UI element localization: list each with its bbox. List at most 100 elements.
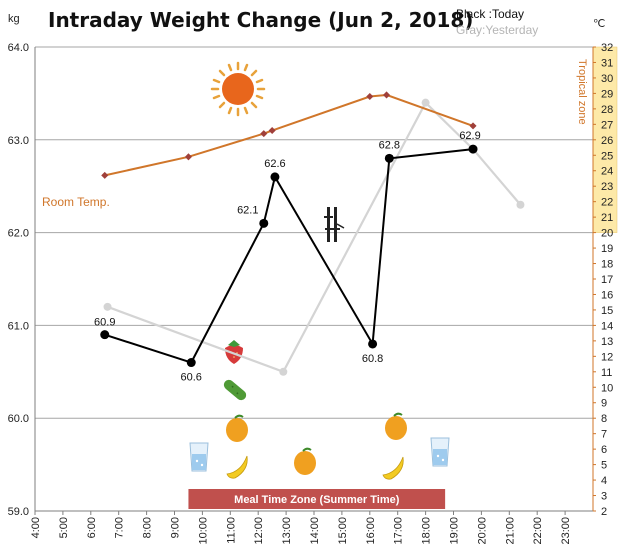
x-tick-label: 23:00 [560, 517, 572, 545]
y-right-tick-label: 16 [601, 289, 613, 301]
bamboo-icon [324, 207, 345, 242]
x-tick-label: 16:00 [365, 517, 377, 545]
y-right-tick-label: 32 [601, 42, 613, 54]
y-left-tick-label: 60.0 [8, 413, 29, 425]
x-tick-label: 22:00 [532, 517, 544, 545]
today-point [384, 153, 394, 163]
y-left-tick-label: 61.0 [8, 320, 29, 332]
x-tick-label: 11:00 [225, 517, 237, 544]
y-right-tick-label: 25 [601, 150, 613, 162]
today-point [270, 172, 280, 182]
room-temp-point [469, 122, 477, 130]
y-right-tick-label: 2 [601, 506, 607, 518]
yesterday-point [421, 98, 430, 107]
x-tick-label: 19:00 [449, 517, 461, 545]
y-right-tick-label: 9 [601, 398, 607, 410]
sun-icon [210, 61, 266, 117]
chart-title: Intraday Weight Change (Jun 2, 2018) [48, 8, 473, 32]
y-right-tick-label: 21 [601, 212, 613, 224]
room-temp-point [366, 92, 374, 101]
data-label: 62.8 [379, 139, 400, 151]
mango-icon [385, 412, 407, 440]
y-right-tick-label: 18 [601, 259, 613, 271]
yesterday-point [516, 200, 525, 209]
room-temp-point [101, 171, 109, 179]
y-right-tick-label: 7 [601, 429, 607, 441]
y-right-tick-label: 15 [601, 305, 613, 317]
y-right-unit: ℃ [593, 18, 605, 30]
x-tick-label: 15:00 [337, 517, 349, 545]
meal-time-zone-label: Meal Time Zone (Summer Time) [234, 494, 400, 506]
y-right-tick-label: 12 [601, 351, 613, 363]
y-right-axis: 2345678910111213141516171819202122232425… [593, 42, 613, 518]
y-left-tick-label: 59.0 [8, 506, 29, 518]
room-temp-point [268, 126, 276, 135]
x-tick-label: 20:00 [476, 517, 488, 545]
y-right-tick-label: 10 [601, 382, 613, 394]
y-right-tick-label: 24 [601, 166, 613, 178]
room-temp-label: Room Temp. [42, 195, 110, 209]
y-right-tick-label: 19 [601, 243, 613, 255]
legend-yesterday: Gray:Yesterday [456, 23, 538, 37]
y-right-tick-label: 22 [601, 197, 613, 209]
x-tick-label: 14:00 [309, 517, 321, 545]
y-right-tick-label: 28 [601, 104, 613, 116]
y-right-tick-label: 30 [601, 73, 613, 85]
data-label: 60.8 [362, 353, 383, 365]
mango-icon [226, 414, 248, 442]
y-left-unit: kg [8, 13, 20, 25]
x-tick-label: 21:00 [504, 517, 516, 545]
data-labels: 60.9 60.6 62.1 62.6 60.8 62.8 62.9 [94, 130, 481, 383]
series-today [100, 144, 478, 368]
data-label: 62.6 [264, 158, 285, 170]
gridlines [35, 46, 593, 512]
y-left-tick-label: 62.0 [8, 228, 29, 240]
y-left-tick-label: 63.0 [8, 135, 29, 147]
y-right-tick-label: 5 [601, 460, 607, 472]
data-label: 62.1 [237, 204, 258, 216]
series-room-temp [101, 91, 477, 179]
tropical-zone-band [592, 46, 618, 233]
x-tick-label: 10:00 [197, 517, 209, 545]
today-point [368, 339, 378, 349]
x-axis: 4:00 5:00 6:00 7:00 8:00 9:00 10:00 11:00 12:00 1… [30, 511, 572, 545]
yesterday-point [279, 367, 288, 376]
y-left-tick-label: 64.0 [8, 42, 29, 54]
water-glass-icon [430, 437, 450, 467]
banana-icon [226, 455, 248, 479]
y-right-tick-label: 31 [601, 57, 613, 69]
y-right-tick-label: 29 [601, 88, 613, 100]
y-right-tick-label: 26 [601, 135, 613, 147]
y-right-tick-label: 27 [601, 119, 613, 131]
x-tick-label: 17:00 [393, 517, 405, 545]
x-tick-label: 9:00 [170, 517, 182, 538]
x-tick-label: 13:00 [281, 517, 293, 545]
legend-today: Black :Today [456, 7, 524, 21]
svg-text:Tropical zone: Tropical zone [576, 59, 588, 125]
room-temp-point [383, 91, 391, 99]
today-point [468, 144, 478, 154]
yesterday-point [103, 302, 112, 311]
room-temp-point [260, 130, 268, 138]
meal-time-zone-bar [188, 489, 446, 509]
y-right-tick-label: 4 [601, 475, 607, 487]
y-right-tick-label: 17 [601, 274, 613, 286]
y-right-tick-label: 13 [601, 336, 613, 348]
today-point [100, 330, 110, 340]
cucumber-icon [223, 379, 247, 401]
y-right-tick-label: 14 [601, 320, 613, 332]
data-label: 62.9 [459, 130, 480, 142]
x-tick-label: 4:00 [30, 517, 42, 538]
x-tick-label: 7:00 [114, 517, 126, 538]
water-glass-icon [189, 442, 209, 472]
x-tick-label: 5:00 [58, 517, 70, 538]
data-label: 60.9 [94, 317, 115, 329]
x-tick-label: 8:00 [142, 517, 154, 538]
y-right-tick-label: 3 [601, 491, 607, 503]
today-point [259, 218, 269, 228]
y-right-tick-label: 8 [601, 413, 607, 425]
today-point [186, 358, 196, 368]
banana-icon [382, 456, 404, 480]
y-right-tick-label: 11 [601, 367, 612, 379]
